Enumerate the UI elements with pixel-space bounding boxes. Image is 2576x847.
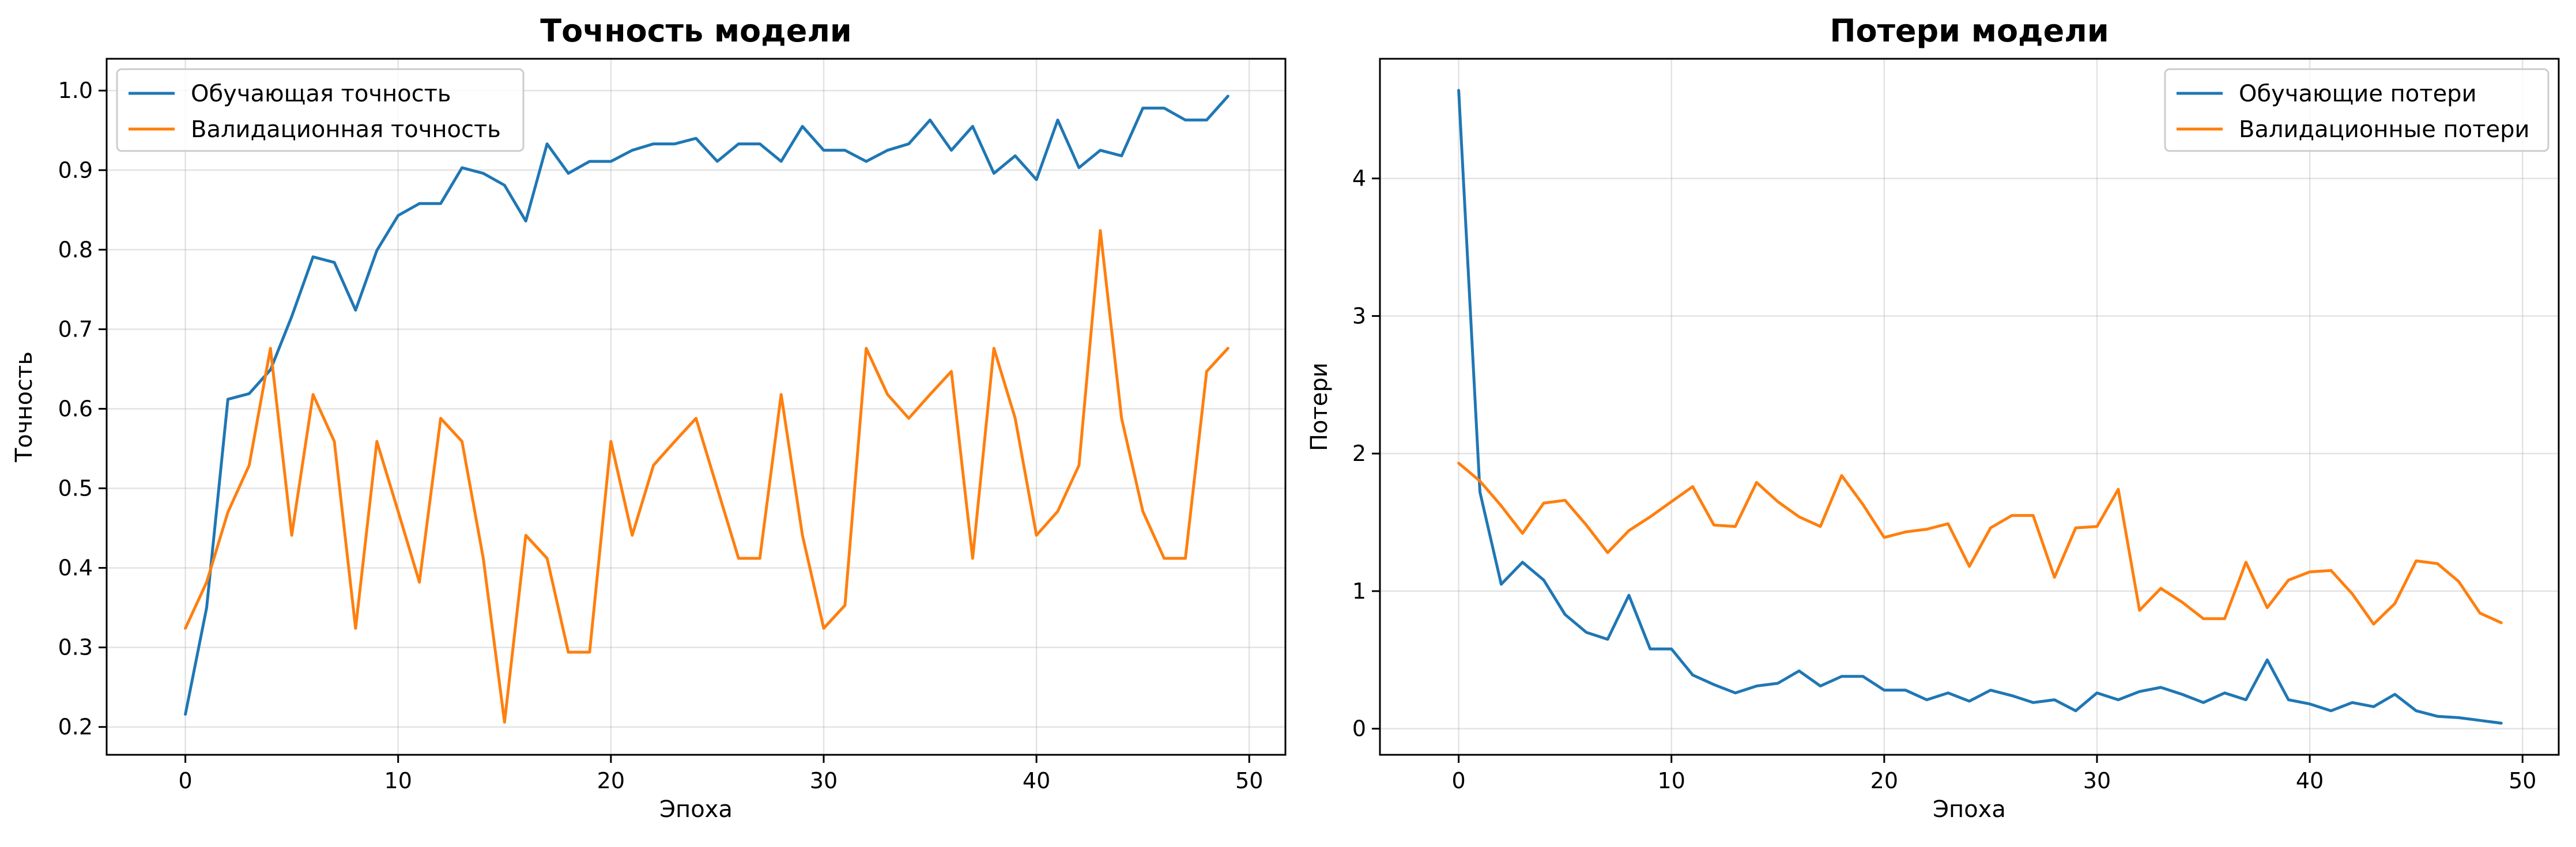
accuracy-x-tick-label-4: 40 bbox=[1023, 768, 1050, 793]
loss-y-tick-label-3: 3 bbox=[1352, 303, 1366, 328]
accuracy-x-tick-label-5: 50 bbox=[1235, 768, 1263, 793]
loss-legend-label-training: Обучающие потери bbox=[2239, 81, 2477, 107]
loss-x-tick-label-3: 30 bbox=[2083, 768, 2111, 793]
accuracy-x-tick-label-2: 20 bbox=[597, 768, 625, 793]
accuracy-legend-box bbox=[116, 68, 525, 152]
accuracy-series-line-1 bbox=[184, 229, 1229, 724]
loss-y-axis-label: Потери bbox=[1306, 362, 1333, 451]
loss-x-tick-label-1: 10 bbox=[1658, 768, 1685, 793]
accuracy-ticks: 0 10 20 30 40 50 0.2 0.3 0.4 0.5 0.6 0.7 0.8 0.9 1.0 bbox=[58, 78, 1264, 793]
accuracy-y-axis-label: Точность bbox=[11, 351, 37, 463]
accuracy-panel: 0 10 20 30 40 50 0.2 0.3 0.4 0.5 0.6 0.7 0.8 0.9 1.0 Т… bbox=[11, 13, 1287, 823]
accuracy-legend-label-validation: Валидационная точность bbox=[191, 116, 501, 143]
accuracy-x-tick-label-0: 0 bbox=[178, 768, 192, 793]
loss-x-tick-label-0: 0 bbox=[1451, 768, 1465, 793]
accuracy-legend: Обучающая точность Валидационная точност… bbox=[116, 68, 525, 152]
accuracy-y-tick-label-1: 0.3 bbox=[58, 635, 93, 660]
loss-y-tick-label-1: 1 bbox=[1352, 578, 1366, 604]
loss-x-axis-label: Эпоха bbox=[1933, 796, 2006, 823]
loss-x-tick-label-4: 40 bbox=[2296, 768, 2324, 793]
loss-panel: 0 10 20 30 40 50 0 1 2 3 4 Потери модели Эпоха Пот… bbox=[1306, 13, 2560, 823]
loss-x-tick-label-5: 50 bbox=[2509, 768, 2536, 793]
accuracy-grid bbox=[107, 59, 1285, 755]
accuracy-y-tick-label-3: 0.5 bbox=[58, 476, 93, 501]
loss-axes-frame bbox=[1379, 58, 2560, 756]
accuracy-legend-label-training: Обучающая точность bbox=[191, 81, 451, 107]
accuracy-y-tick-label-0: 0.2 bbox=[58, 714, 93, 740]
loss-legend-label-validation: Валидационные потери bbox=[2239, 116, 2530, 143]
loss-x-tick-label-2: 20 bbox=[1870, 768, 1898, 793]
loss-legend-box bbox=[2164, 68, 2549, 152]
loss-y-tick-label-2: 2 bbox=[1352, 441, 1366, 466]
accuracy-y-tick-label-2: 0.4 bbox=[58, 555, 93, 581]
accuracy-y-tick-label-7: 0.9 bbox=[58, 157, 93, 183]
accuracy-chart-title: Точность модели bbox=[540, 13, 852, 49]
loss-series bbox=[1457, 89, 2503, 725]
accuracy-axes-frame bbox=[105, 58, 1287, 756]
loss-series-line-1 bbox=[1457, 462, 2503, 626]
loss-grid bbox=[1380, 59, 2559, 755]
accuracy-series bbox=[184, 94, 1229, 724]
accuracy-x-tick-label-3: 30 bbox=[810, 768, 838, 793]
loss-legend: Обучающие потери Валидационные потери bbox=[2164, 68, 2549, 152]
loss-series-line-0 bbox=[1457, 89, 2503, 725]
loss-ticks: 0 10 20 30 40 50 0 1 2 3 4 bbox=[1352, 166, 2537, 793]
accuracy-y-tick-label-8: 1.0 bbox=[58, 78, 93, 103]
loss-y-tick-label-4: 4 bbox=[1352, 166, 1366, 191]
accuracy-y-tick-label-4: 0.6 bbox=[58, 396, 93, 421]
accuracy-x-tick-label-1: 10 bbox=[384, 768, 412, 793]
accuracy-x-axis-label: Эпоха bbox=[659, 796, 733, 823]
loss-y-tick-label-0: 0 bbox=[1352, 716, 1366, 742]
accuracy-series-line-0 bbox=[184, 94, 1229, 716]
accuracy-y-tick-label-6: 0.8 bbox=[58, 237, 93, 262]
loss-chart-title: Потери модели bbox=[1830, 13, 2109, 49]
accuracy-y-tick-label-5: 0.7 bbox=[58, 316, 93, 342]
